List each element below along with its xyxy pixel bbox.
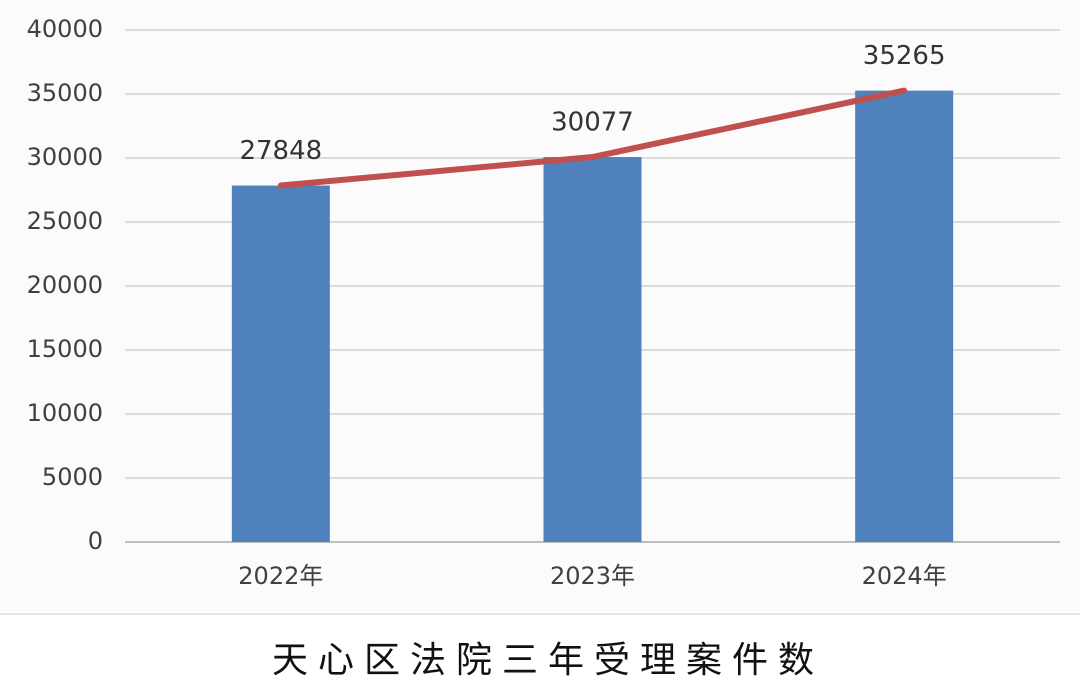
bar [543, 157, 642, 542]
y-tick-label: 25000 [27, 207, 103, 235]
x-tick-label: 2024年 [862, 562, 947, 590]
chart-title: 天心区法院三年受理案件数 [272, 640, 824, 681]
bar [855, 90, 954, 542]
y-tick-label: 15000 [27, 335, 103, 363]
y-tick-label: 10000 [27, 399, 103, 427]
trend-line [277, 87, 908, 189]
data-label: 30077 [551, 108, 634, 138]
bar [231, 185, 330, 542]
x-tick-label: 2023年 [550, 562, 635, 590]
y-tick-label: 20000 [27, 271, 103, 299]
y-tick-label: 40000 [27, 15, 103, 43]
y-tick-label: 30000 [27, 143, 103, 171]
data-label: 27848 [239, 136, 322, 166]
y-tick-label: 5000 [42, 463, 103, 491]
y-tick-label: 0 [88, 527, 103, 555]
x-tick-label: 2022年 [238, 562, 323, 590]
y-tick-label: 35000 [27, 79, 103, 107]
data-label: 35265 [863, 41, 946, 71]
